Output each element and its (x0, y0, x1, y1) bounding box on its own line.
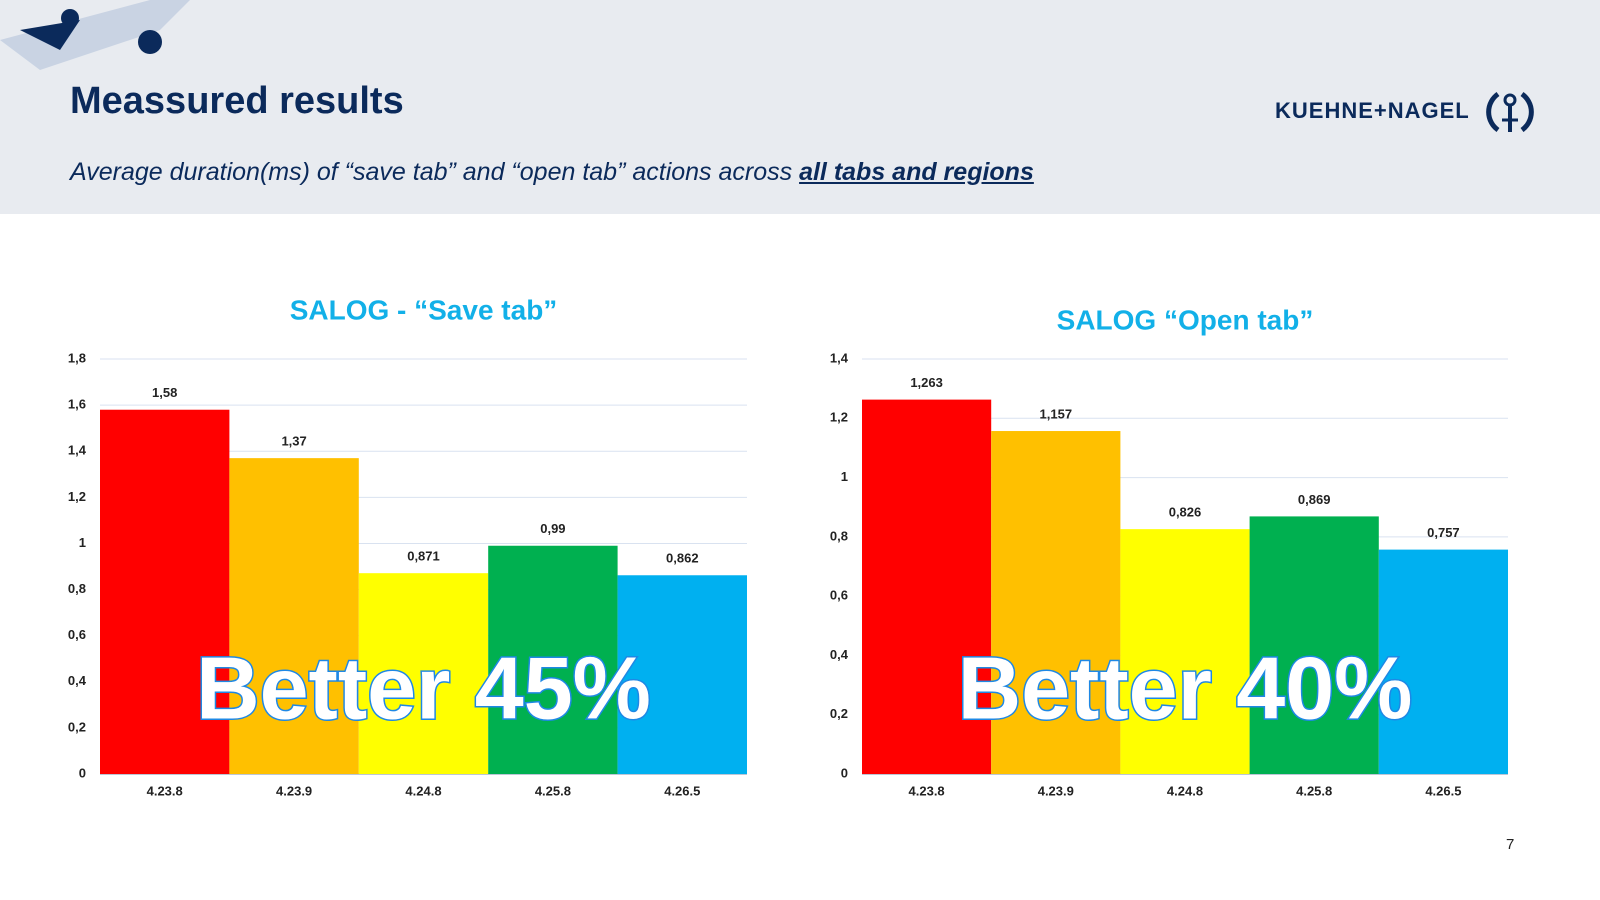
bar (991, 431, 1121, 774)
bar (1120, 529, 1250, 774)
x-tick-label: 4.23.9 (276, 783, 312, 798)
y-tick-label: 0,2 (830, 706, 848, 721)
value-label: 0,862 (666, 551, 699, 566)
y-tick-label: 0 (79, 765, 86, 780)
y-tick-label: 0,4 (68, 673, 87, 688)
x-tick-label: 4.24.8 (405, 783, 441, 798)
chart-title: SALOG - “Save tab” (290, 294, 558, 325)
x-tick-label: 4.23.9 (1038, 783, 1074, 798)
bar (358, 573, 489, 774)
logo-anchor (1486, 91, 1535, 133)
bar (488, 545, 618, 774)
value-label: 1,37 (281, 434, 306, 449)
subtitle-emphasis: all tabs and regions (799, 158, 1034, 186)
logo-text: KUEHNE+NAGEL (1275, 97, 1470, 123)
y-tick-label: 0,8 (68, 581, 86, 596)
y-tick-label: 0 (841, 765, 848, 780)
y-tick-label: 1 (79, 535, 86, 550)
x-tick-label: 4.23.8 (909, 783, 945, 798)
y-tick-label: 0,6 (68, 627, 86, 642)
y-tick-label: 1,6 (68, 397, 86, 412)
bar (862, 399, 992, 774)
bar (229, 458, 359, 774)
header-band: Meassured results Average duration(ms) o… (0, 0, 1600, 214)
y-tick-label: 0,4 (830, 647, 849, 662)
value-label: 0,871 (407, 549, 440, 564)
x-tick-label: 4.26.5 (664, 783, 700, 798)
value-label: 0,869 (1298, 492, 1331, 507)
y-tick-label: 1,2 (68, 489, 86, 504)
chart-title: SALOG “Open tab” (1057, 304, 1314, 335)
bar (1249, 516, 1379, 774)
subtitle-text: Average duration(ms) of “save tab” and “… (70, 158, 800, 186)
slide-subtitle: Average duration(ms) of “save tab” and “… (70, 158, 1034, 187)
y-tick-label: 0,8 (830, 528, 848, 543)
value-label: 0,99 (540, 521, 565, 536)
y-tick-label: 0,6 (830, 588, 848, 603)
x-tick-label: 4.24.8 (1167, 783, 1203, 798)
y-tick-label: 1,2 (830, 410, 848, 425)
bar (617, 575, 747, 774)
y-tick-label: 1,4 (68, 443, 87, 458)
y-tick-label: 1,8 (68, 350, 86, 365)
plane-illustration (0, 0, 190, 70)
x-tick-label: 4.25.8 (1296, 783, 1332, 798)
slide-title: Meassured results (70, 80, 404, 122)
value-label: 0,757 (1427, 525, 1460, 540)
bar (1378, 549, 1508, 774)
bar (100, 409, 230, 774)
value-label: 1,263 (910, 375, 943, 390)
value-label: 0,826 (1169, 505, 1202, 520)
y-tick-label: 0,2 (68, 719, 86, 734)
annotation: Better 45% (196, 638, 651, 737)
x-tick-label: 4.23.8 (147, 783, 183, 798)
y-tick-label: 1 (841, 469, 848, 484)
y-tick-label: 1,4 (830, 350, 849, 365)
x-tick-label: 4.26.5 (1425, 783, 1461, 798)
logo: KUEHNE+NAGEL (1275, 86, 1536, 138)
value-label: 1,58 (152, 385, 177, 400)
x-tick-label: 4.25.8 (535, 783, 571, 798)
page-number: 7 (1506, 836, 1515, 853)
annotation: Better 40% (958, 638, 1413, 737)
value-label: 1,157 (1040, 406, 1073, 421)
